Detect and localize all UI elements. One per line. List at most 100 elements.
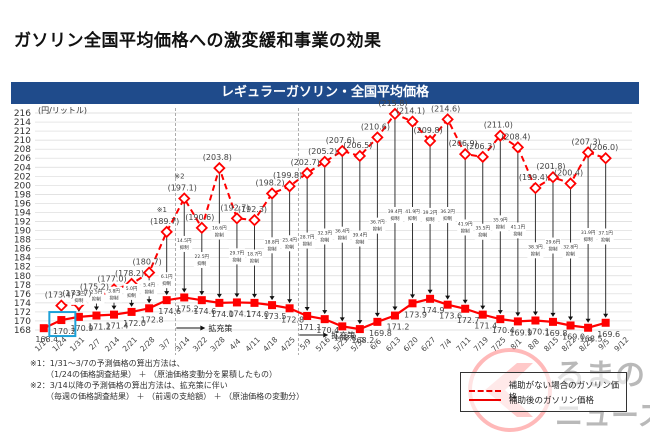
y-tick-label: 174 bbox=[14, 299, 31, 309]
suppression-label-bg bbox=[386, 207, 403, 223]
suppression-label-bg bbox=[474, 223, 491, 240]
suppression-amount: 6.1円 bbox=[161, 274, 173, 280]
arrow-head-icon bbox=[111, 305, 117, 310]
x-tick-label: 4/18 bbox=[261, 335, 279, 353]
suppression-word: 抑制 bbox=[338, 235, 347, 242]
suppression-amount: 29.6円 bbox=[546, 240, 561, 246]
x-tick-label: 1/31 bbox=[68, 335, 86, 353]
data-point-actual bbox=[461, 304, 470, 313]
arrow-head-icon bbox=[146, 299, 152, 304]
x-tick-label: 2/7 bbox=[87, 337, 102, 352]
data-point-no-subsidy bbox=[529, 181, 542, 195]
data-label-actual: 174.9 bbox=[422, 306, 445, 315]
footnote-marker: ※2 bbox=[174, 172, 184, 180]
arrow-head-icon bbox=[427, 289, 433, 294]
y-tick-label: 216 bbox=[14, 109, 31, 119]
data-point-actual bbox=[74, 312, 83, 321]
data-label-actual: 172.7 bbox=[457, 316, 480, 325]
suppression-label-bg bbox=[457, 219, 474, 236]
y-tick-label: 208 bbox=[14, 145, 31, 155]
note-1-detail: （1/24の価格調査結果） ＋ （原油価格変動分を累積したもの） bbox=[46, 370, 278, 379]
data-point-actual bbox=[162, 296, 171, 305]
y-tick-label: 180 bbox=[14, 272, 31, 282]
x-tick-label: 2/14 bbox=[103, 335, 121, 353]
x-tick-label: 7/19 bbox=[472, 335, 490, 353]
suppression-amount: 5.0円 bbox=[126, 286, 138, 292]
x-tick-label: 8/1 bbox=[509, 337, 524, 352]
suppression-amount: 38.3円 bbox=[528, 244, 543, 250]
y-tick-label: 170 bbox=[14, 317, 31, 327]
suppression-word: 抑制 bbox=[232, 256, 241, 263]
x-tick-label: 5/16 bbox=[314, 335, 332, 353]
arrow-head-icon bbox=[164, 291, 170, 296]
data-labels: 2.5円抑制2.5円抑制3.8円抑制5.0円抑制5.4円抑制6.1円抑制14.5… bbox=[35, 99, 620, 345]
data-label-no-subsidy: (177.0) bbox=[97, 274, 126, 283]
data-label-no-subsidy: (190.6) bbox=[185, 213, 214, 222]
data-point-actual bbox=[426, 294, 435, 303]
data-label-no-subsidy: (210.6) bbox=[361, 122, 390, 131]
suppression-word: 抑制 bbox=[496, 223, 505, 230]
suppression-word: 抑制 bbox=[74, 297, 83, 304]
data-point-actual bbox=[145, 304, 154, 313]
arrow-head-icon bbox=[304, 306, 310, 311]
suppression-word: 抑制 bbox=[303, 241, 312, 248]
data-label-no-subsidy: (180.7) bbox=[133, 258, 162, 267]
suppression-label-bg bbox=[193, 251, 210, 268]
suppression-amount: 28.7円 bbox=[300, 235, 315, 241]
x-tick-label: 7/4 bbox=[438, 337, 453, 352]
arrow-head-icon bbox=[234, 293, 240, 298]
data-point-actual bbox=[566, 321, 575, 330]
data-point-actual bbox=[478, 310, 487, 319]
suppression-word: 抑制 bbox=[513, 230, 522, 237]
suppression-label-bg bbox=[228, 248, 245, 265]
data-label-actual: 168.5 bbox=[580, 335, 603, 344]
data-label-actual: 170.2 bbox=[53, 327, 76, 336]
y-tick-label: 214 bbox=[14, 118, 31, 128]
data-label-actual: 170.9 bbox=[70, 324, 93, 333]
data-point-no-subsidy bbox=[371, 131, 384, 144]
data-label-actual: 174.6 bbox=[158, 307, 181, 316]
data-label-actual: 174.6 bbox=[193, 307, 216, 316]
suppression-word: 抑制 bbox=[443, 215, 452, 222]
arrow-head-icon bbox=[585, 318, 591, 323]
data-label-actual: 170.4 bbox=[492, 326, 515, 335]
suppression-amount: 41.1円 bbox=[511, 224, 526, 230]
data-label-actual: 169.0 bbox=[562, 332, 585, 341]
y-axis-ticks: 1681701721741761781801821841861881901921… bbox=[14, 109, 31, 336]
note-2-detail: （毎週の価格調査結果） ＋ （前週の支給額） ＋ （原油価格の変動分） bbox=[46, 392, 305, 401]
suppression-word: 抑制 bbox=[250, 258, 259, 265]
suppression-word: 抑制 bbox=[531, 250, 540, 257]
data-label-actual: 173.6 bbox=[439, 312, 462, 321]
data-label-no-subsidy: (209.8) bbox=[413, 126, 442, 135]
suppression-label-bg bbox=[492, 215, 509, 232]
data-point-no-subsidy bbox=[178, 192, 191, 205]
x-tick-label: 7/11 bbox=[454, 335, 472, 353]
data-label-actual: 173.9 bbox=[404, 310, 427, 319]
suppression-word: 抑制 bbox=[355, 239, 364, 246]
data-point-actual bbox=[584, 323, 593, 332]
x-tick-label: 3/14 bbox=[173, 335, 191, 353]
footnote-marker: ※1 bbox=[157, 206, 167, 214]
data-point-no-subsidy bbox=[213, 161, 226, 175]
x-tick-label: 2/28 bbox=[138, 335, 156, 353]
arrow-head-icon bbox=[199, 291, 205, 296]
suppression-word: 抑制 bbox=[478, 232, 487, 239]
arrow-head-icon bbox=[181, 288, 187, 293]
arrow-head-icon bbox=[216, 293, 222, 298]
suppression-word: 抑制 bbox=[92, 296, 101, 303]
suppression-label-bg bbox=[422, 207, 439, 224]
arrow-head-icon bbox=[129, 302, 135, 307]
legend-label-solid: 補助後のガソリン価格 bbox=[509, 396, 595, 406]
suppression-word: 抑制 bbox=[461, 227, 470, 234]
data-label-no-subsidy: (199.4) bbox=[519, 173, 548, 182]
arrow-head-icon bbox=[357, 320, 363, 325]
page-title: ガソリン全国平均価格への激変緩和事業の効果 bbox=[14, 31, 382, 51]
suppression-word: 抑制 bbox=[373, 226, 382, 233]
data-label-no-subsidy: (178.2) bbox=[115, 269, 144, 278]
